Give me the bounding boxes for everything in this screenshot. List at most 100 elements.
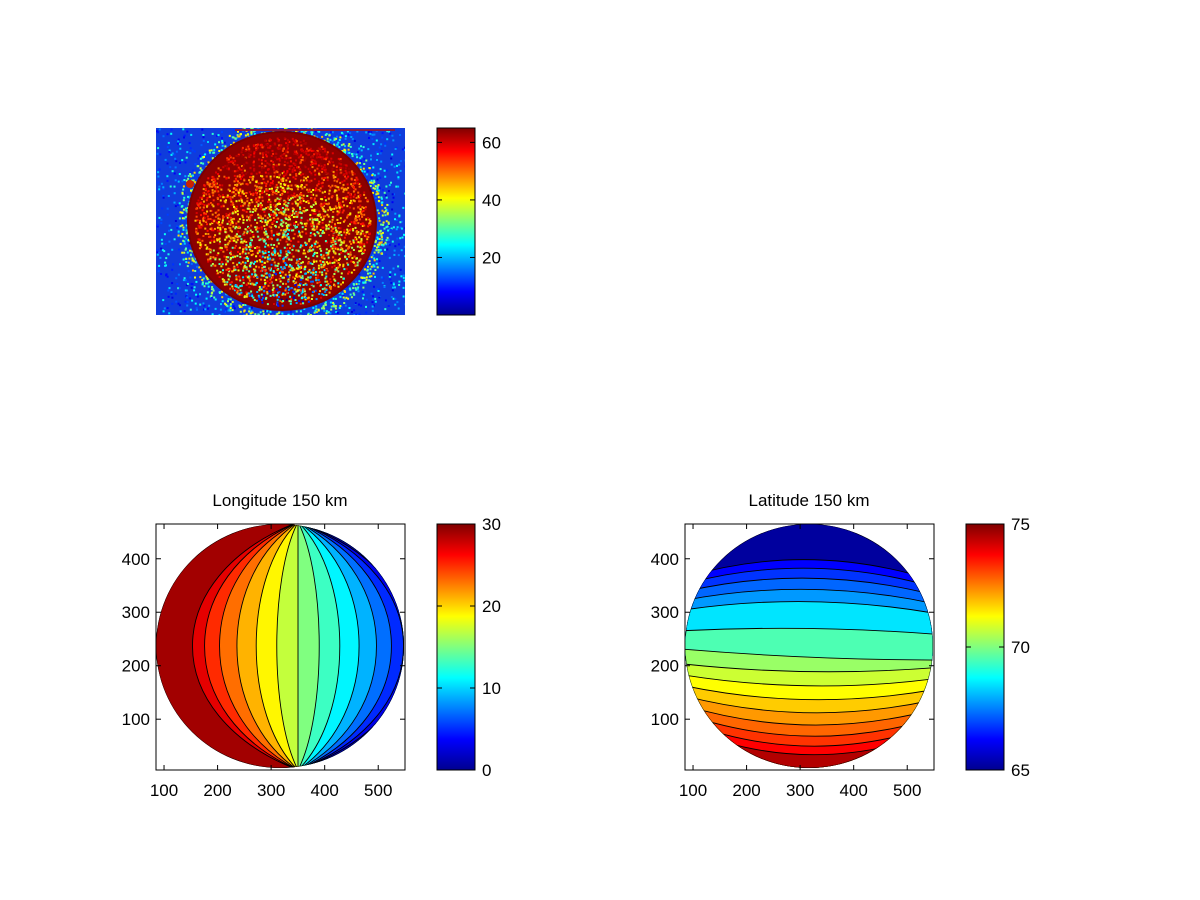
halo-pixel bbox=[250, 130, 253, 133]
noise-pixel bbox=[365, 266, 368, 268]
colorbar-tick-label: 70 bbox=[1011, 638, 1030, 657]
disk-pixel bbox=[324, 172, 327, 175]
disk-pixel bbox=[301, 261, 304, 264]
noise-pixel bbox=[190, 282, 193, 285]
noise-pixel bbox=[188, 142, 191, 145]
disk-pixel bbox=[230, 253, 232, 256]
disk-pixel bbox=[277, 148, 280, 150]
disk-pixel bbox=[272, 203, 275, 206]
disk-pixel bbox=[251, 239, 253, 242]
disk-pixel bbox=[305, 278, 308, 281]
disk-pixel bbox=[304, 173, 307, 176]
halo-pixel bbox=[273, 317, 275, 319]
disk-pixel bbox=[323, 166, 326, 169]
halo-pixel bbox=[194, 276, 196, 279]
disk-pixel bbox=[195, 215, 198, 218]
disk-pixel bbox=[197, 204, 200, 207]
disk-pixel bbox=[276, 137, 279, 140]
noise-pixel bbox=[376, 178, 379, 181]
noise-pixel bbox=[391, 134, 394, 137]
noise-pixel bbox=[162, 135, 165, 138]
halo-pixel bbox=[299, 314, 302, 315]
disk-pixel bbox=[249, 214, 252, 217]
halo-pixel bbox=[295, 123, 297, 125]
disk-pixel bbox=[315, 194, 318, 197]
disk-pixel bbox=[334, 242, 337, 245]
halo-pixel bbox=[281, 314, 284, 315]
halo-pixel bbox=[179, 242, 182, 245]
noise-pixel bbox=[399, 134, 401, 136]
disk-pixel bbox=[198, 226, 201, 229]
disk-pixel bbox=[323, 169, 326, 172]
disk-pixel bbox=[291, 248, 294, 251]
disk-pixel bbox=[315, 209, 318, 212]
noise-pixel bbox=[228, 308, 231, 311]
disk-pixel bbox=[265, 242, 267, 245]
disk-pixel bbox=[239, 279, 242, 282]
halo-pixel bbox=[384, 241, 387, 244]
disk-pixel bbox=[305, 142, 308, 144]
disk-pixel bbox=[253, 155, 256, 158]
noise-pixel bbox=[183, 196, 186, 199]
disk-pixel bbox=[232, 162, 235, 164]
disk-pixel bbox=[233, 239, 236, 242]
disk-pixel bbox=[282, 260, 285, 263]
disk-pixel bbox=[331, 266, 334, 269]
halo-pixel bbox=[244, 304, 247, 306]
disk-pixel bbox=[327, 256, 330, 259]
halo-pixel bbox=[179, 211, 182, 214]
disk-pixel bbox=[315, 240, 318, 243]
disk-pixel bbox=[217, 173, 219, 176]
disk-pixel bbox=[279, 274, 282, 277]
disk-pixel bbox=[314, 152, 317, 155]
halo-pixel bbox=[372, 187, 375, 190]
disk-pixel bbox=[299, 193, 301, 196]
disk-pixel bbox=[288, 140, 291, 143]
halo-pixel bbox=[333, 138, 336, 141]
y-tick-label: 300 bbox=[651, 603, 679, 622]
disk-pixel bbox=[226, 243, 229, 246]
disk-pixel bbox=[325, 272, 328, 275]
disk-pixel bbox=[271, 289, 274, 291]
disk-pixel bbox=[247, 144, 250, 147]
halo-pixel bbox=[178, 217, 181, 220]
halo-pixel bbox=[377, 245, 380, 248]
disk-pixel bbox=[212, 256, 215, 259]
halo-pixel bbox=[383, 191, 386, 194]
disk-pixel bbox=[331, 208, 334, 210]
noise-pixel bbox=[171, 282, 174, 285]
disk-pixel bbox=[231, 285, 234, 288]
disk-pixel bbox=[337, 222, 339, 224]
halo-pixel bbox=[359, 162, 361, 165]
disk-pixel bbox=[211, 191, 214, 194]
halo-pixel bbox=[386, 236, 389, 239]
disk-pixel bbox=[258, 295, 261, 298]
disk-pixel bbox=[315, 298, 318, 301]
halo-pixel bbox=[259, 311, 262, 314]
halo-pixel bbox=[240, 305, 243, 308]
disk-pixel bbox=[363, 191, 366, 194]
noise-pixel bbox=[178, 161, 181, 164]
halo-pixel bbox=[380, 232, 383, 235]
x-tick-label: 400 bbox=[839, 781, 867, 800]
disk-pixel bbox=[281, 225, 284, 228]
noise-pixel bbox=[175, 277, 178, 280]
halo-pixel bbox=[206, 276, 209, 279]
noise-pixel bbox=[355, 313, 358, 315]
disk-pixel bbox=[202, 188, 205, 191]
disk-pixel bbox=[337, 157, 340, 160]
noise-pixel bbox=[376, 152, 379, 155]
disk-pixel bbox=[272, 144, 275, 146]
disk-pixel bbox=[306, 297, 309, 300]
disk-pixel bbox=[287, 275, 290, 278]
disk-pixel bbox=[287, 285, 290, 288]
disk-pixel bbox=[264, 256, 267, 259]
noise-pixel bbox=[282, 312, 285, 315]
disk-pixel bbox=[285, 291, 288, 294]
halo-pixel bbox=[324, 302, 327, 305]
disk-pixel bbox=[338, 263, 341, 266]
contour-line bbox=[685, 601, 933, 617]
disk-pixel bbox=[229, 154, 231, 157]
disk-pixel bbox=[316, 225, 319, 228]
halo-pixel bbox=[183, 251, 186, 254]
